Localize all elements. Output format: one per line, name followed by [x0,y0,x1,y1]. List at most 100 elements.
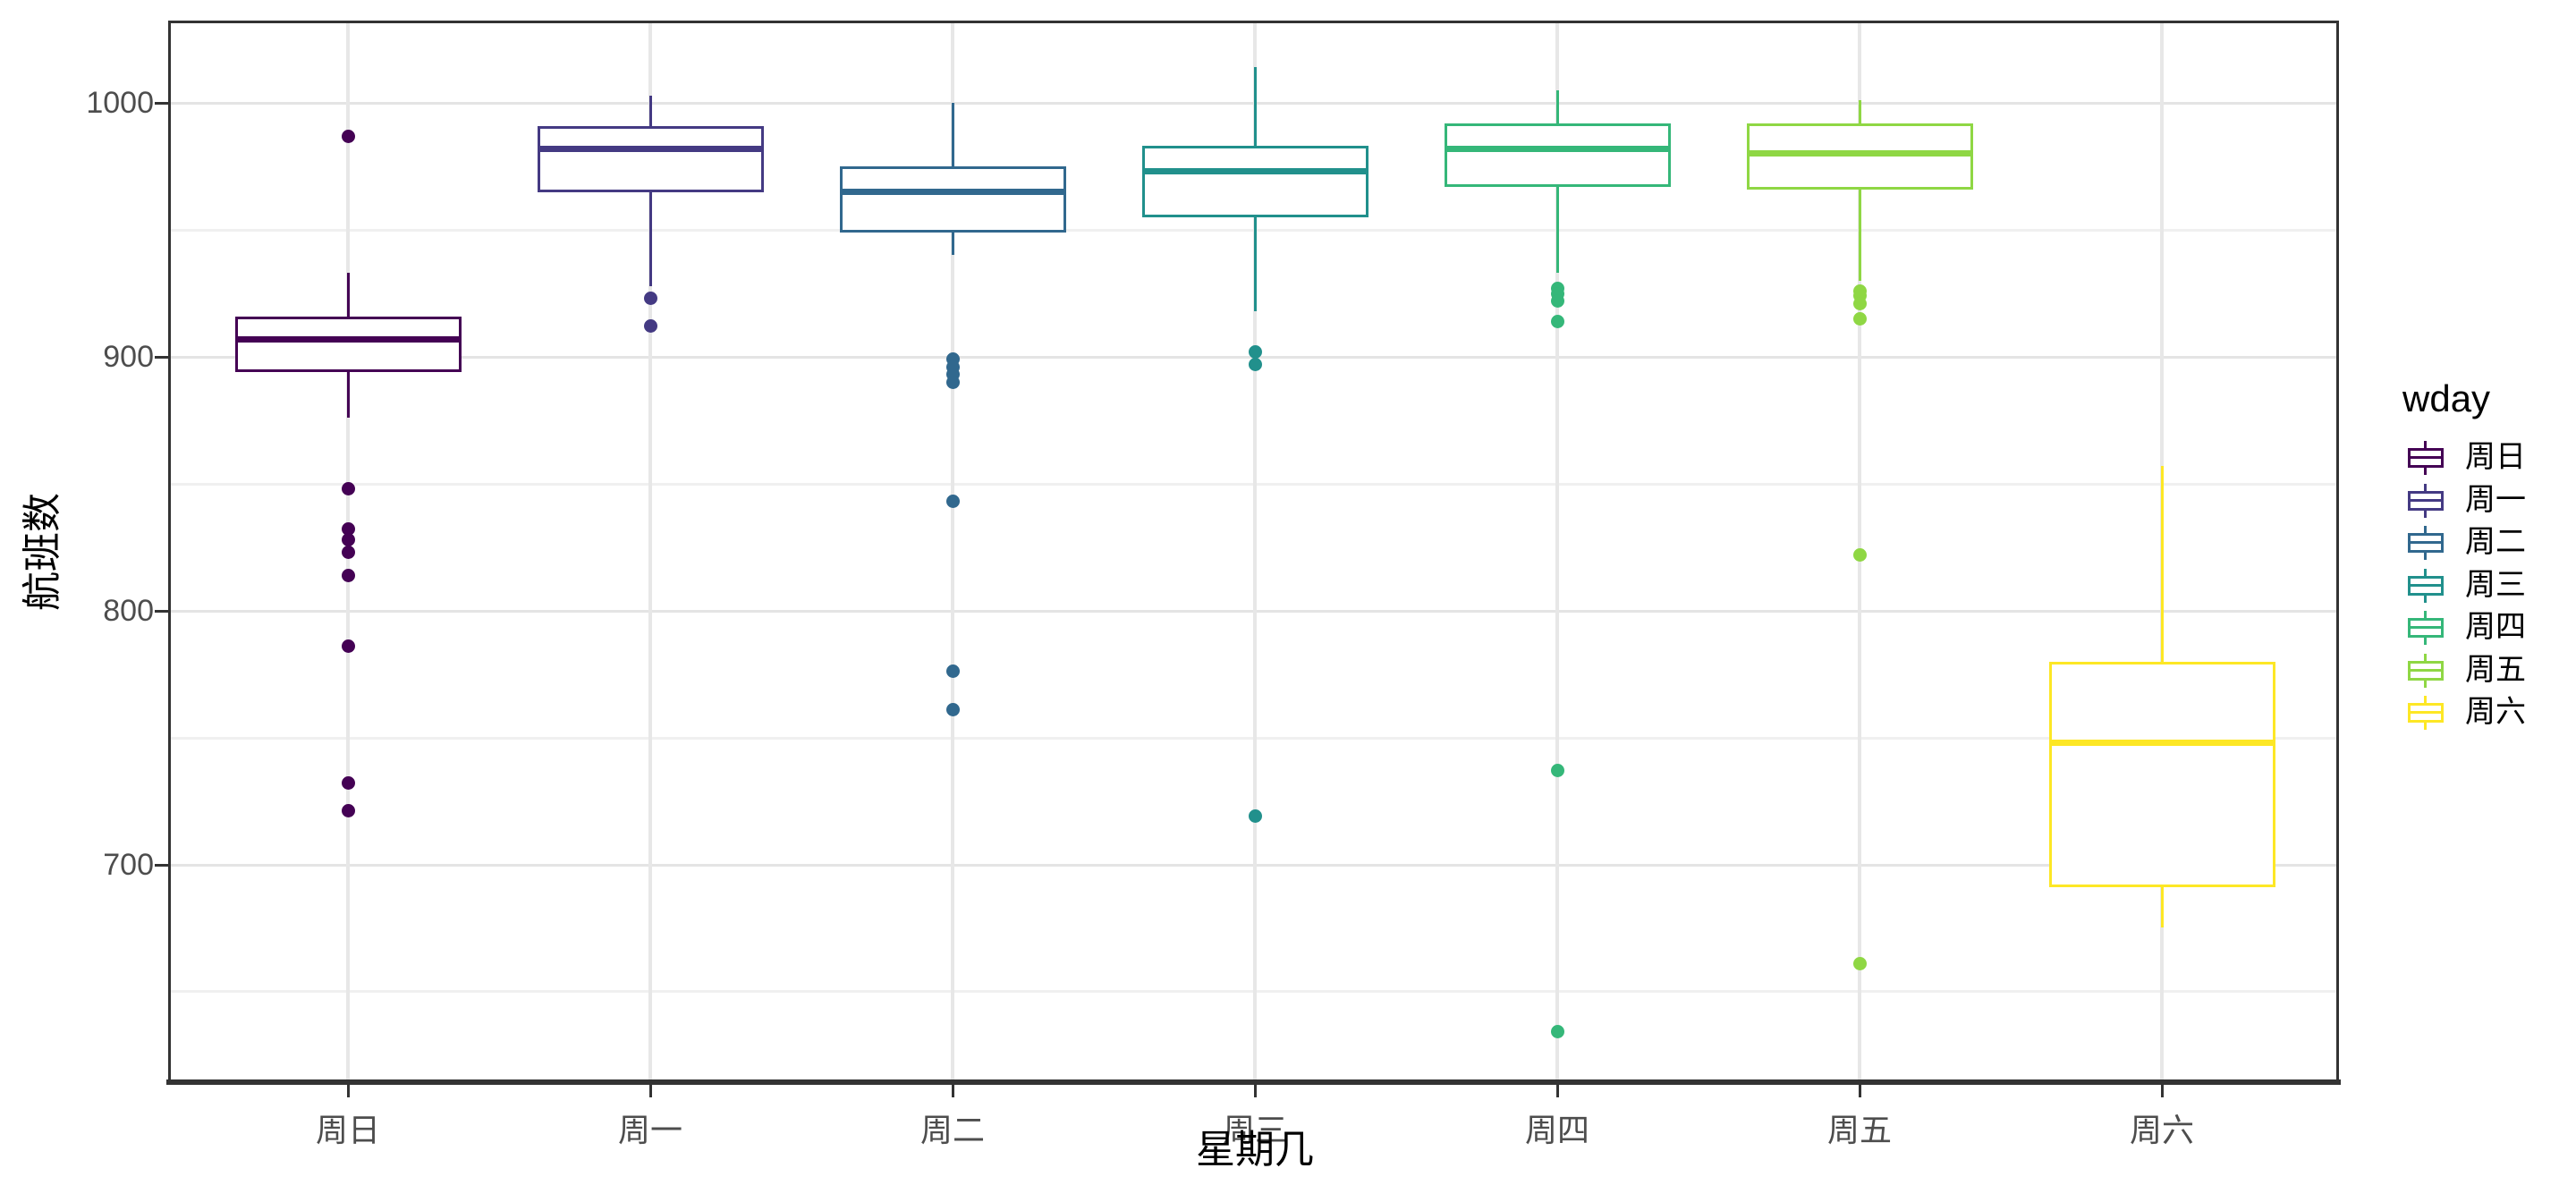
outlier-point [1852,311,1867,326]
outlier-point [341,546,355,559]
x-tick-label: 周一 [617,1113,682,1148]
outlier-point [341,568,355,582]
x-tick-label: 周四 [1524,1113,1589,1148]
outlier-point [1248,358,1262,371]
legend-key-median [2411,541,2441,544]
legend-title: wday [2402,377,2491,419]
outlier-point [341,639,355,653]
boxplot-median-line [1746,150,1973,157]
boxplot-box [234,316,462,372]
boxplot-box [1141,146,1368,217]
boxplot-median-line [839,189,1066,196]
outlier-point [1550,294,1564,309]
legend-key-median [2411,456,2441,459]
boxplot-median-line [2048,739,2275,746]
legend-label: 周五 [2465,653,2526,687]
boxplot-whisker-lower [1254,216,1257,311]
boxplot-box [2048,661,2275,888]
outlier-point [643,292,657,306]
outlier-point [1852,956,1867,970]
boxplot-median-line [537,145,764,152]
x-tick-mark [1859,1084,1861,1097]
x-tick-label: 周二 [919,1113,985,1148]
outlier-point [1248,344,1262,359]
legend-key-boxplot-icon [2406,651,2445,690]
boxplot-median-line [234,335,462,343]
legend-key-median [2411,498,2441,502]
x-gridline [648,21,652,1084]
x-gridline [1555,21,1559,1084]
legend-key-boxplot-icon [2406,481,2445,521]
boxplot-whisker-upper [649,95,652,126]
outlier-point [1852,296,1867,310]
outlier-point [1248,809,1262,824]
boxplot-whisker-upper [1859,100,1861,123]
x-tick-mark [347,1084,350,1097]
outlier-point [341,129,355,143]
x-tick-mark [1254,1084,1257,1097]
boxplot-whisker-upper [952,103,954,167]
x-tick-mark [2161,1084,2164,1097]
x-gridline [1253,21,1257,1084]
boxplot-box [537,125,764,192]
x-tick-mark [649,1084,652,1097]
boxplot-whisker-lower [2161,887,2164,928]
outlier-point [945,495,960,509]
legend-key-median [2411,668,2441,672]
boxplot-whisker-lower [1859,189,1861,281]
x-tick-mark [1556,1084,1559,1097]
legend-key-boxplot-icon [2406,566,2445,605]
legend-key-boxplot-icon [2406,608,2445,648]
outlier-point [945,375,960,389]
legend-label: 周二 [2465,526,2526,559]
x-tick-label: 周五 [1826,1113,1892,1148]
y-tick-label: 800 [103,593,154,628]
y-tick-mark [155,102,168,106]
legend-label: 周四 [2465,611,2526,644]
boxplot-whisker-upper [1556,90,1559,123]
y-tick-label: 900 [103,339,154,374]
boxplot-whisker-upper [1254,67,1257,147]
legend-label: 周一 [2465,483,2526,517]
x-tick-mark [952,1084,954,1097]
x-gridline [951,21,954,1084]
boxplot-whisker-lower [952,232,954,256]
y-tick-mark [155,355,168,359]
legend-key-boxplot-icon [2406,523,2445,563]
boxplot-whisker-lower [1556,186,1559,274]
outlier-point [945,664,960,679]
x-tick-label: 周日 [315,1113,380,1148]
outlier-point [341,482,355,496]
x-axis-line [166,1079,2341,1085]
x-axis-title: 星期几 [1196,1128,1314,1172]
y-tick-label: 700 [103,847,154,882]
legend-key-median [2411,583,2441,587]
y-tick-mark [155,863,168,867]
boxplot-whisker-lower [649,191,652,286]
boxplot-median-line [1141,168,1368,175]
boxplot-median-line [1444,145,1671,152]
boxplot-box [839,166,1066,233]
legend-label: 周六 [2465,696,2526,729]
y-axis-title: 航班数 [21,493,64,611]
y-tick-mark [155,609,168,613]
outlier-point [341,776,355,791]
legend-key-boxplot-icon [2406,693,2445,732]
boxplot-box [1444,123,1671,187]
outlier-point [945,702,960,716]
y-tick-label: 1000 [86,86,154,121]
legend-key-boxplot-icon [2406,438,2445,478]
boxplot-whisker-lower [347,372,350,419]
outlier-point [341,522,355,537]
outlier-point [643,319,657,334]
x-tick-label: 周三 [1222,1113,1287,1148]
outlier-point [341,532,355,546]
boxplot-whisker-upper [347,273,350,317]
legend-label: 周三 [2465,568,2526,602]
legend-label: 周日 [2465,441,2526,474]
plot-panel [168,21,2339,1084]
legend-key-median [2411,626,2441,629]
outlier-point [1852,547,1867,562]
outlier-point [1550,1025,1564,1039]
